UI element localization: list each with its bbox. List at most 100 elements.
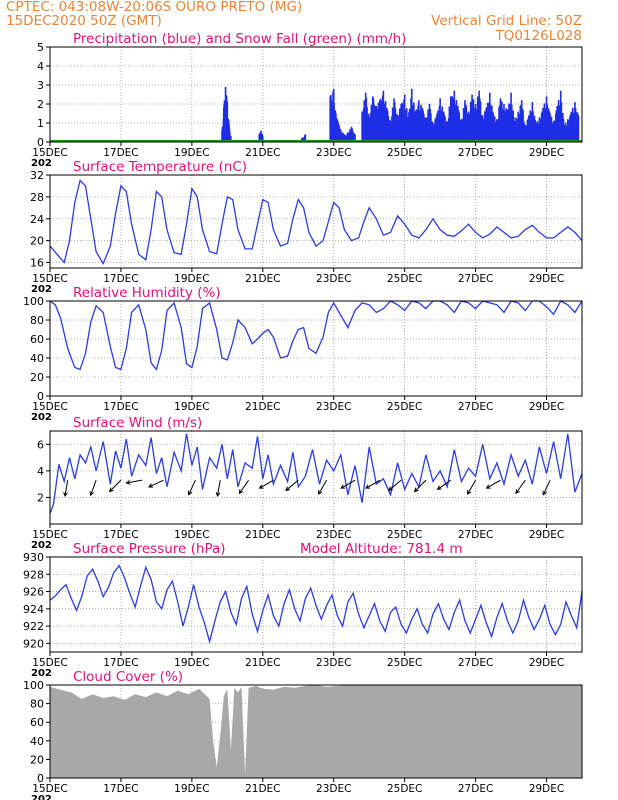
precip-bar: [449, 106, 451, 142]
year-fragment: 202: [31, 668, 52, 679]
wind-arrowhead: [542, 490, 547, 496]
x-tick-label: 29DEC: [529, 147, 564, 159]
y-tick-label: 28: [30, 191, 44, 204]
x-tick-label: 25DEC: [387, 147, 422, 159]
precip-bar: [541, 111, 544, 142]
wind-arrowhead: [340, 484, 346, 489]
precip-bar: [562, 118, 565, 142]
x-tick-label: 15DEC: [32, 529, 67, 541]
wind-arrow: [126, 479, 143, 484]
precip-bar: [520, 104, 522, 142]
model-id: TQ0126L028: [495, 28, 582, 44]
temp-title: Surface Temperature (nC): [73, 159, 247, 175]
run-date-header: 15DEC2020 50Z (GMT): [6, 13, 162, 29]
wind-arrowhead: [485, 484, 491, 489]
precip-bar: [349, 131, 352, 142]
precip-bar: [261, 135, 264, 142]
x-tick-label: 21DEC: [245, 657, 280, 669]
wind-arrowhead: [318, 490, 323, 495]
precip-bar: [385, 111, 388, 142]
y-tick-label: 60: [30, 716, 44, 729]
x-tick-label: 25DEC: [387, 783, 422, 795]
y-tick-label: 20: [30, 753, 44, 766]
wind-arrowhead: [148, 483, 154, 488]
y-tick-label: 0: [37, 772, 44, 785]
x-tick-label: 23DEC: [316, 529, 351, 541]
precip-bar: [346, 133, 349, 142]
wind-arrow: [486, 479, 501, 489]
wind-arrowhead: [413, 487, 419, 493]
precip-bar: [413, 112, 416, 142]
y-tick-label: 6: [37, 438, 44, 451]
precip-bar: [229, 135, 232, 142]
x-tick-label: 25DEC: [387, 401, 422, 413]
y-tick-label: 2: [37, 98, 44, 111]
y-tick-label: 80: [30, 698, 44, 711]
y-tick-label: 24: [30, 213, 44, 226]
y-tick-label: 80: [30, 314, 44, 327]
y-tick-label: 32: [30, 169, 44, 182]
precip-bar: [569, 113, 572, 142]
rh-panel: [46, 300, 583, 400]
y-tick-label: 20: [30, 235, 44, 248]
precip-bar: [459, 119, 462, 142]
precip-bar: [552, 124, 554, 142]
x-tick-label: 27DEC: [458, 147, 493, 159]
x-tick-label: 21DEC: [245, 783, 280, 795]
wind-arrow: [64, 480, 69, 497]
precip-bar: [406, 117, 409, 142]
wind-arrowhead: [89, 491, 94, 497]
precip-bar: [573, 113, 575, 142]
precip-bar: [523, 124, 526, 142]
precip-bar: [474, 107, 476, 142]
precip-bar: [463, 108, 466, 142]
x-tick-label: 29DEC: [529, 273, 564, 285]
wind-arrowhead: [125, 480, 131, 485]
vertical-grid-note: Vertical Grid Line: 50Z: [431, 13, 582, 29]
precip-bar: [527, 118, 529, 142]
x-tick-label: 19DEC: [174, 529, 209, 541]
wind-arrow: [239, 479, 250, 494]
precip-bar: [445, 121, 448, 142]
temp-line: [49, 179, 583, 266]
wind-arrow: [467, 479, 477, 495]
precip-panel: [46, 46, 583, 146]
wind-arrow: [109, 479, 122, 492]
y-tick-label: 924: [23, 603, 44, 616]
x-tick-label: 21DEC: [245, 147, 280, 159]
y-tick-label: 5: [37, 41, 44, 54]
x-tick-label: 23DEC: [316, 401, 351, 413]
precip-bar: [303, 135, 306, 142]
model-altitude-label: Model Altitude: 781.4 m: [300, 541, 463, 557]
wind-arrow: [148, 479, 164, 488]
x-tick-label: 29DEC: [529, 401, 564, 413]
y-tick-label: 1: [37, 117, 44, 130]
wind-arrowhead: [388, 486, 393, 492]
precip-bar: [417, 105, 419, 142]
x-tick-label: 15DEC: [32, 401, 67, 413]
precip-bar: [374, 105, 377, 142]
precip-bar: [481, 115, 483, 142]
y-tick-label: 100: [23, 679, 44, 692]
wind-arrow: [285, 479, 299, 491]
precip-bar: [537, 123, 540, 142]
year-fragment: 202: [31, 158, 52, 169]
precip-bar: [371, 109, 373, 142]
wind-arrow: [365, 479, 381, 489]
pressure-title: Surface Pressure (hPa): [73, 541, 226, 557]
wind-arrow: [340, 479, 356, 489]
y-tick-label: 20: [30, 371, 44, 384]
x-tick-label: 17DEC: [103, 401, 138, 413]
y-tick-label: 4: [37, 465, 44, 478]
precip-bar: [576, 113, 579, 142]
wind-title: Surface Wind (m/s): [73, 415, 202, 431]
x-tick-label: 17DEC: [103, 147, 138, 159]
precip-bar: [506, 110, 508, 142]
x-tick-label: 27DEC: [458, 273, 493, 285]
wind-arrowhead: [285, 486, 291, 492]
x-tick-label: 17DEC: [103, 657, 138, 669]
wind-panel: [46, 430, 583, 528]
y-tick-label: 100: [23, 295, 44, 308]
y-tick-label: 0: [37, 136, 44, 149]
x-tick-label: 29DEC: [529, 529, 564, 541]
